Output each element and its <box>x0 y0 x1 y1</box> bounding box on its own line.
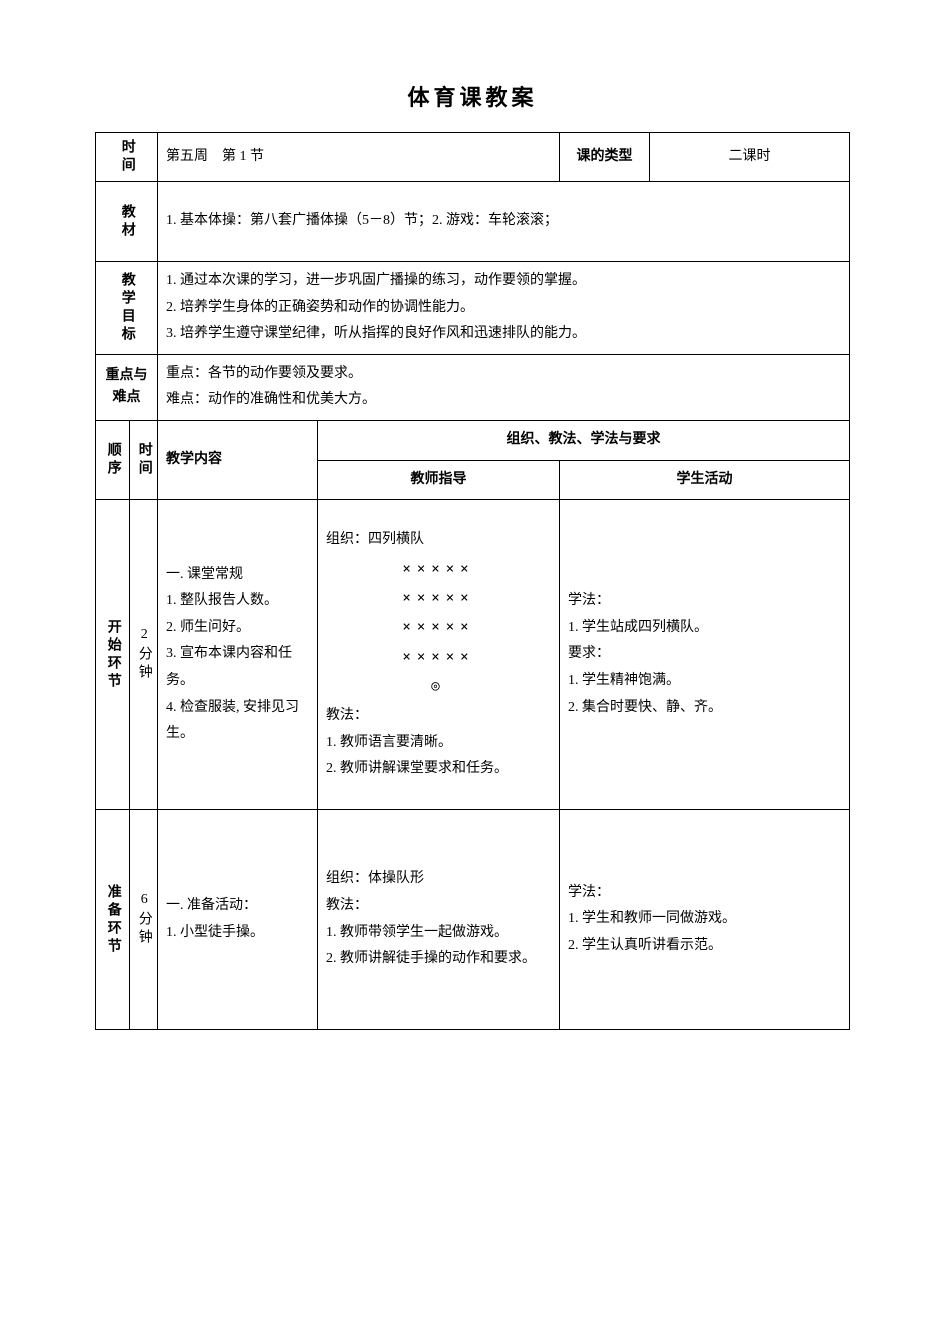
student-line: 1. 学生精神饱满。 <box>568 668 841 695</box>
content-line: 1. 整队报告人数。 <box>166 588 309 615</box>
teacher-line: 组织：体操队形 <box>326 866 551 893</box>
formation-row: ××××× <box>326 615 551 640</box>
keypoints-text: 重点：各节的动作要领及要求。 难点：动作的准确性和优美大方。 <box>158 354 850 420</box>
teacher-line: 2. 教师讲解徒手操的动作和要求。 <box>326 946 551 973</box>
type-label: 课的类型 <box>560 133 650 182</box>
seg-start-student: 学法： 1. 学生站成四列横队。 要求： 1. 学生精神饱满。 2. 集合时要快… <box>560 500 850 810</box>
header-row: 时间 第五周 第 1 节 课的类型 二课时 <box>96 133 850 182</box>
teacher-line: 1. 教师带领学生一起做游戏。 <box>326 920 551 947</box>
col-seq: 顺序 <box>96 420 130 499</box>
content-line: 一. 准备活动： <box>166 893 309 920</box>
seg-prep-label: 准备环节 <box>96 810 130 1030</box>
type-value: 二课时 <box>650 133 850 182</box>
seg-prep-time: 6分钟 <box>130 810 158 1030</box>
goals-label: 教学目标 <box>96 262 158 355</box>
student-line: 2. 学生认真听讲看示范。 <box>568 933 841 960</box>
col-student: 学生活动 <box>560 460 850 500</box>
formation-row: ××××× <box>326 557 551 582</box>
teacher-line: 教法： <box>326 703 551 730</box>
seg-prep-teacher: 组织：体操队形 教法： 1. 教师带领学生一起做游戏。 2. 教师讲解徒手操的动… <box>318 810 560 1030</box>
teacher-line: 教法： <box>326 893 551 920</box>
seg-start-label: 开始环节 <box>96 500 130 810</box>
formation-row: ××××× <box>326 645 551 670</box>
col-header-row-1: 顺序 时间 教学内容 组织、教法、学法与要求 <box>96 420 850 460</box>
keypoint-line: 重点：各节的动作要领及要求。 <box>166 361 841 388</box>
segment-prep: 准备环节 6分钟 一. 准备活动： 1. 小型徒手操。 组织：体操队形 教法： … <box>96 810 850 1030</box>
goals-text: 1. 通过本次课的学习，进一步巩固广播操的练习，动作要领的掌握。 2. 培养学生… <box>158 262 850 355</box>
materials-text: 1. 基本体操：第八套广播体操（5－8）节；2. 游戏：车轮滚滚； <box>158 182 850 262</box>
student-line: 要求： <box>568 641 841 668</box>
content-line: 3. 宣布本课内容和任务。 <box>166 641 309 694</box>
materials-label: 教材 <box>96 182 158 262</box>
keypoint-line: 难点：动作的准确性和优美大方。 <box>166 387 841 414</box>
keypoints-label: 重点与难点 <box>96 354 158 420</box>
lesson-plan-page: 体育课教案 时间 第五周 第 1 节 课的类型 二课时 教材 1. 基本体操：第… <box>0 80 945 1030</box>
goal-line: 3. 培养学生遵守课堂纪律，听从指挥的良好作风和迅速排队的能力。 <box>166 321 841 348</box>
content-line: 一. 课堂常规 <box>166 562 309 589</box>
student-line: 1. 学生站成四列横队。 <box>568 615 841 642</box>
seg-start-content: 一. 课堂常规 1. 整队报告人数。 2. 师生问好。 3. 宣布本课内容和任务… <box>158 500 318 810</box>
content-line: 1. 小型徒手操。 <box>166 920 309 947</box>
col-org-group: 组织、教法、学法与要求 <box>318 420 850 460</box>
student-line: 1. 学生和教师一同做游戏。 <box>568 906 841 933</box>
content-line: 4. 检查服装, 安排见习生。 <box>166 695 309 748</box>
teacher-line: 1. 教师语言要清晰。 <box>326 730 551 757</box>
page-title: 体育课教案 <box>95 80 850 112</box>
time-label: 时间 <box>96 133 158 182</box>
seg-prep-student: 学法： 1. 学生和教师一同做游戏。 2. 学生认真听讲看示范。 <box>560 810 850 1030</box>
seg-start-time: 2分钟 <box>130 500 158 810</box>
goal-line: 1. 通过本次课的学习，进一步巩固广播操的练习，动作要领的掌握。 <box>166 268 841 295</box>
col-teacher: 教师指导 <box>318 460 560 500</box>
segment-start: 开始环节 2分钟 一. 课堂常规 1. 整队报告人数。 2. 师生问好。 3. … <box>96 500 850 810</box>
teacher-line: 组织：四列横队 <box>326 527 551 554</box>
col-time: 时间 <box>130 420 158 499</box>
student-line: 学法： <box>568 880 841 907</box>
student-line: 学法： <box>568 588 841 615</box>
formation-teacher-mark: ◎ <box>326 674 551 699</box>
teacher-line: 2. 教师讲解课堂要求和任务。 <box>326 756 551 783</box>
goal-line: 2. 培养学生身体的正确姿势和动作的协调性能力。 <box>166 295 841 322</box>
time-value: 第五周 第 1 节 <box>158 133 560 182</box>
seg-prep-content: 一. 准备活动： 1. 小型徒手操。 <box>158 810 318 1030</box>
student-line: 2. 集合时要快、静、齐。 <box>568 695 841 722</box>
keypoints-row: 重点与难点 重点：各节的动作要领及要求。 难点：动作的准确性和优美大方。 <box>96 354 850 420</box>
goals-row: 教学目标 1. 通过本次课的学习，进一步巩固广播操的练习，动作要领的掌握。 2.… <box>96 262 850 355</box>
col-content: 教学内容 <box>158 420 318 499</box>
content-line: 2. 师生问好。 <box>166 615 309 642</box>
materials-row: 教材 1. 基本体操：第八套广播体操（5－8）节；2. 游戏：车轮滚滚； <box>96 182 850 262</box>
formation-row: ××××× <box>326 586 551 611</box>
lesson-table: 时间 第五周 第 1 节 课的类型 二课时 教材 1. 基本体操：第八套广播体操… <box>95 132 850 1030</box>
seg-start-teacher: 组织：四列横队 ××××× ××××× ××××× ××××× ◎ 教法： 1.… <box>318 500 560 810</box>
